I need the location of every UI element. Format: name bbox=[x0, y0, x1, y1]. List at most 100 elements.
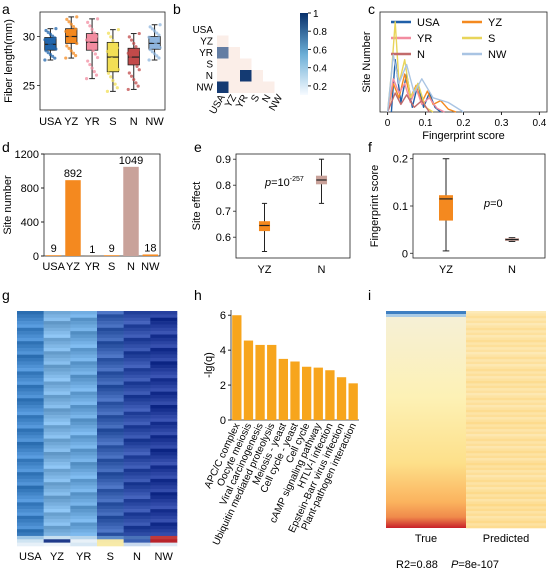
sample-point bbox=[147, 35, 151, 39]
bar-usa bbox=[45, 255, 62, 256]
predicted-cell bbox=[466, 412, 546, 415]
sample-point bbox=[116, 28, 121, 32]
sample-point bbox=[112, 60, 116, 64]
heatmap-cell bbox=[43, 394, 71, 399]
heatmap-cell bbox=[17, 391, 44, 396]
heatmap-cell bbox=[70, 398, 98, 402]
panel-label-f: f bbox=[368, 139, 372, 155]
sample-point bbox=[108, 53, 112, 57]
heatmap-cell bbox=[150, 448, 178, 453]
heatmap-cell bbox=[123, 428, 151, 433]
heatmap-cell bbox=[123, 488, 151, 493]
heatmap-cell bbox=[240, 70, 252, 82]
sample-point bbox=[111, 38, 115, 43]
predicted-cell bbox=[466, 455, 546, 459]
heatmap-cell bbox=[43, 324, 71, 329]
heatmap-cell bbox=[43, 401, 71, 406]
sample-point bbox=[92, 70, 96, 74]
predicted-cell bbox=[466, 508, 546, 512]
sample-point bbox=[51, 54, 55, 58]
plot-frame bbox=[412, 153, 546, 259]
sample-point bbox=[95, 55, 100, 60]
predicted-cell bbox=[466, 327, 546, 331]
sample-point bbox=[113, 42, 117, 46]
sample-point bbox=[68, 34, 72, 38]
sample-point bbox=[126, 51, 130, 55]
heatmap-cell bbox=[70, 374, 98, 379]
heatmap-cell bbox=[70, 448, 98, 453]
predicted-cell bbox=[466, 325, 546, 329]
sample-point bbox=[65, 44, 69, 48]
panel-label-a: a bbox=[2, 1, 10, 17]
p-value-base: =10 bbox=[271, 177, 290, 189]
heatmap-cell bbox=[17, 425, 44, 429]
heatmap-cell bbox=[70, 351, 98, 355]
heatmap-cell bbox=[97, 378, 124, 382]
heatmap-cell bbox=[123, 535, 151, 540]
predicted-cell bbox=[466, 465, 546, 469]
heatmap-cell bbox=[43, 462, 71, 466]
heatmap-cell bbox=[17, 488, 44, 493]
heatmap-cell bbox=[123, 341, 151, 345]
heatmap-cell bbox=[123, 472, 151, 476]
sample-point bbox=[148, 48, 152, 52]
colorbar-tick-label: 1 bbox=[313, 9, 319, 20]
heatmap-cell bbox=[17, 388, 44, 392]
heatmap-cell bbox=[17, 502, 44, 507]
heatmap-cell bbox=[97, 384, 124, 389]
heatmap-cell bbox=[70, 535, 98, 540]
heatmap-cell bbox=[70, 522, 98, 527]
heatmap-cell bbox=[150, 368, 178, 372]
bar-n bbox=[123, 166, 139, 256]
heatmap-cell bbox=[123, 448, 151, 453]
heatmap-cell bbox=[150, 311, 178, 315]
sample-point bbox=[131, 58, 135, 62]
bar-term bbox=[325, 370, 335, 420]
heatmap-cell bbox=[43, 468, 71, 473]
heatmap-cell bbox=[97, 428, 124, 433]
heatmap-cell bbox=[123, 314, 151, 319]
sample-point bbox=[158, 23, 162, 27]
heatmap-cell bbox=[97, 512, 124, 517]
predicted-cell bbox=[466, 342, 546, 346]
heatmap-cell bbox=[70, 321, 98, 325]
predicted-cell bbox=[466, 474, 546, 478]
heatmap-cell bbox=[150, 505, 178, 510]
heatmap-cell bbox=[70, 421, 98, 426]
sample-point bbox=[106, 71, 111, 75]
heatmap-cell bbox=[43, 465, 71, 470]
plot-frame bbox=[43, 153, 161, 257]
heatmap-cell bbox=[97, 502, 124, 507]
y-tick-label: 0.8 bbox=[216, 180, 231, 192]
heatmap-cell bbox=[17, 539, 44, 543]
heatmap-cell bbox=[43, 341, 71, 345]
heatmap-cell bbox=[70, 341, 98, 345]
series-line-n bbox=[386, 92, 430, 113]
y-tick-label: 6 bbox=[220, 310, 226, 322]
row-label: NW bbox=[196, 83, 213, 94]
heatmap-cell bbox=[97, 405, 124, 409]
heatmap-cell bbox=[97, 374, 124, 379]
predicted-cell bbox=[466, 419, 546, 423]
heatmap-cell bbox=[150, 411, 178, 416]
y-tick-label: 2 bbox=[220, 380, 226, 392]
heatmap-cell bbox=[43, 455, 71, 460]
sample-point bbox=[46, 30, 50, 34]
sample-point bbox=[133, 61, 137, 65]
heatmap-cell bbox=[17, 314, 44, 319]
sample-point bbox=[91, 48, 95, 53]
predicted-cell bbox=[466, 390, 546, 394]
p-value-footer: P=8e-107 bbox=[451, 559, 499, 571]
heatmap-cell bbox=[70, 468, 98, 473]
heatmap-cell bbox=[150, 421, 178, 426]
sample-point bbox=[71, 24, 76, 29]
heatmap-cell bbox=[97, 458, 124, 463]
sample-point bbox=[136, 84, 140, 88]
heatmap-cell bbox=[97, 415, 124, 419]
heatmap-cell bbox=[228, 70, 240, 82]
heatmap-cell bbox=[17, 368, 44, 372]
panel-label-c: c bbox=[368, 1, 375, 17]
heatmap-cell bbox=[43, 435, 71, 439]
column-label: S bbox=[107, 551, 114, 563]
heatmap-cell bbox=[97, 347, 124, 352]
